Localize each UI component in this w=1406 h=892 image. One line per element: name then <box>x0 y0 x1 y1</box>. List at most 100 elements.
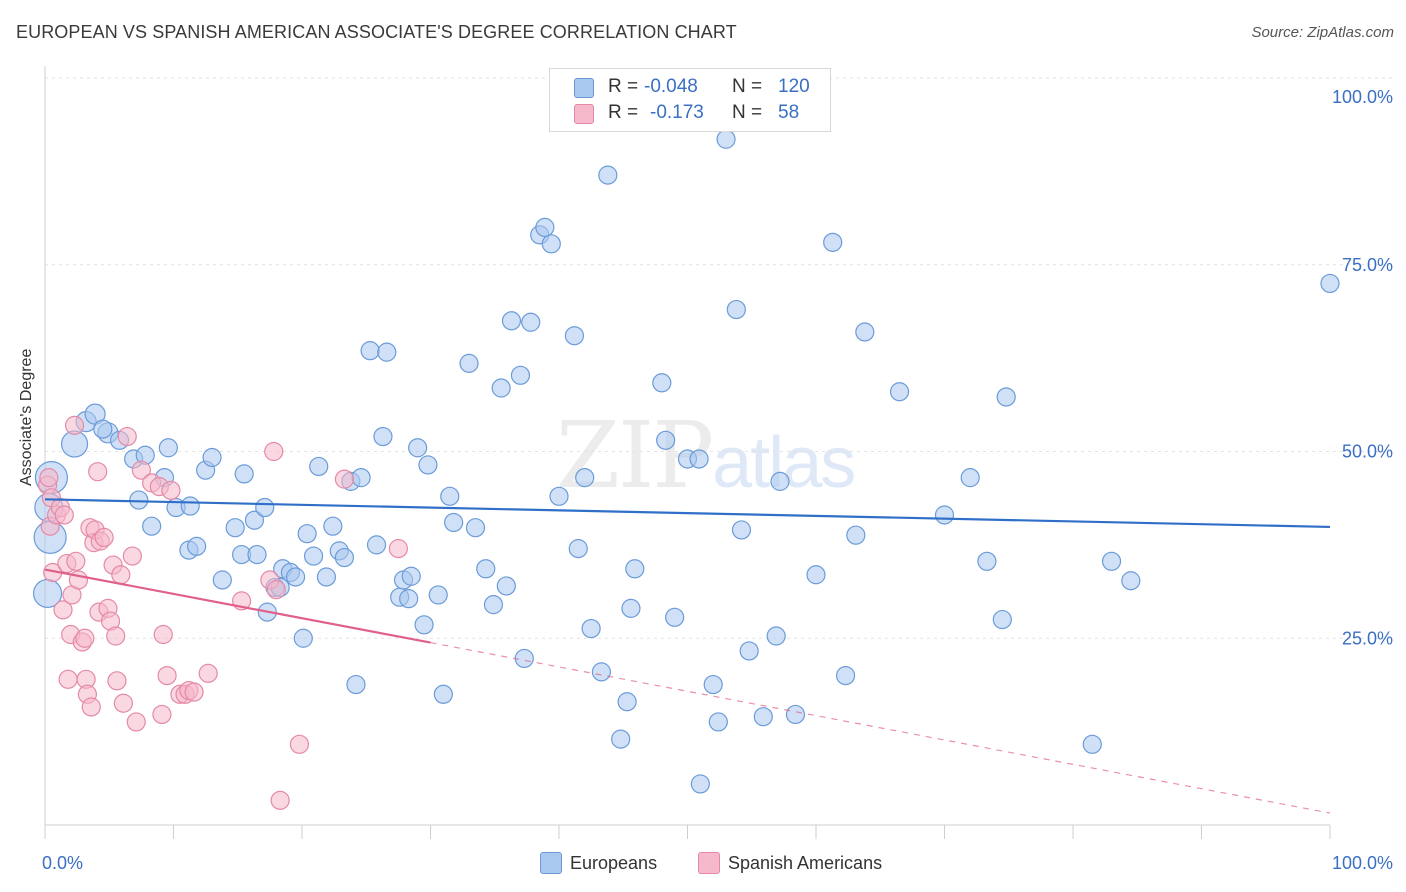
european-point <box>334 547 355 568</box>
european-point <box>889 382 910 402</box>
european-point <box>309 456 329 477</box>
european-point <box>549 486 569 506</box>
european-point <box>93 419 113 439</box>
y-tick-label: 25.0% <box>1342 628 1393 648</box>
european-point <box>399 589 419 609</box>
spanish-american-point <box>157 665 177 686</box>
european-point <box>303 546 324 566</box>
european-point <box>418 455 438 475</box>
y-tick-label: 100.0% <box>1332 87 1393 107</box>
spanish-american-point <box>81 697 101 717</box>
european-point <box>408 438 428 458</box>
european-point <box>581 618 601 639</box>
european-point <box>541 234 561 254</box>
european-point <box>575 468 595 488</box>
european-point <box>414 615 434 635</box>
spanish-american-point <box>106 626 126 646</box>
european-point <box>753 707 773 727</box>
legend-n-value: 120 <box>778 76 810 97</box>
european-point <box>835 665 856 686</box>
legend-n-label: N = <box>732 102 763 123</box>
european-point <box>855 322 875 342</box>
legend-r-label: R = <box>608 102 639 123</box>
spanish-american-point <box>111 565 131 585</box>
european-point <box>180 496 200 516</box>
european-point <box>346 674 366 695</box>
european-point <box>234 464 254 484</box>
spanish-american-point <box>198 663 218 683</box>
european-point <box>716 129 736 149</box>
european-point <box>617 692 637 712</box>
european-point <box>142 516 162 536</box>
european-point <box>483 595 504 615</box>
spanish-american-point <box>184 682 204 702</box>
spanish-american-point <box>161 480 181 500</box>
european-point <box>785 704 806 725</box>
european-point <box>568 539 588 559</box>
spanish-american-point <box>131 460 151 480</box>
european-point <box>255 497 275 518</box>
spanish-american-point <box>153 624 173 645</box>
spanish-american-point <box>75 628 95 648</box>
spanish-american-point <box>152 704 172 725</box>
european-point <box>703 674 723 695</box>
european-point <box>459 353 479 373</box>
legend-swatch-pink <box>574 104 594 124</box>
source-label: Source: ZipAtlas.com <box>1251 24 1394 41</box>
european-point <box>726 299 746 320</box>
european-point <box>247 544 267 565</box>
y-tick-label: 75.0% <box>1342 255 1393 275</box>
european-point <box>366 535 387 555</box>
european-trend-line <box>44 498 1331 529</box>
spanish-american-point <box>88 462 108 482</box>
spanish-american-point <box>39 468 59 488</box>
european-point <box>766 626 786 646</box>
spanish-american-point <box>94 527 114 548</box>
european-point <box>444 512 464 533</box>
european-point <box>187 536 207 556</box>
spanish-american-point <box>122 546 142 566</box>
european-point <box>465 518 486 538</box>
european-point <box>708 712 728 732</box>
european-point <box>297 524 317 544</box>
spanish-american-trend-line <box>44 568 431 644</box>
european-point <box>611 729 631 749</box>
spanish-american-point <box>64 415 85 435</box>
european-point <box>1082 734 1102 754</box>
spanish-american-point <box>53 600 73 620</box>
spanish-american-point <box>66 551 86 571</box>
european-point <box>731 520 752 540</box>
european-point <box>496 576 516 596</box>
spanish-american-point <box>117 426 137 447</box>
european-point <box>770 471 790 491</box>
european-point <box>202 447 222 468</box>
european-point <box>1101 551 1122 571</box>
european-point <box>992 609 1012 630</box>
european-point <box>996 387 1016 407</box>
legend-n-label: N = <box>732 76 763 97</box>
spanish-american-point <box>266 580 286 600</box>
european-point <box>351 468 371 488</box>
european-point <box>960 468 980 488</box>
x-tick-label: 0.0% <box>42 853 83 873</box>
legend-swatch-blue <box>574 78 594 98</box>
european-point <box>373 426 393 447</box>
chart-title: EUROPEAN VS SPANISH AMERICAN ASSOCIATE'S… <box>16 22 737 42</box>
watermark: ZIPatlas <box>556 402 856 509</box>
european-point <box>690 774 710 794</box>
legend-swatch-pink <box>698 852 720 874</box>
european-point <box>225 518 245 538</box>
x-tick-label: 100.0% <box>1332 853 1393 873</box>
european-point <box>433 684 453 704</box>
european-point <box>564 326 585 346</box>
european-point <box>514 648 534 669</box>
legend-swatch-blue <box>540 852 562 874</box>
spanish-american-point <box>113 693 133 713</box>
european-point <box>846 525 866 545</box>
legend-r-label: R = <box>608 76 639 97</box>
spanish-american-point <box>388 539 408 559</box>
european-point <box>521 312 541 332</box>
legend-r-value: -0.173 <box>650 102 704 123</box>
spanish-american-point <box>334 469 355 489</box>
